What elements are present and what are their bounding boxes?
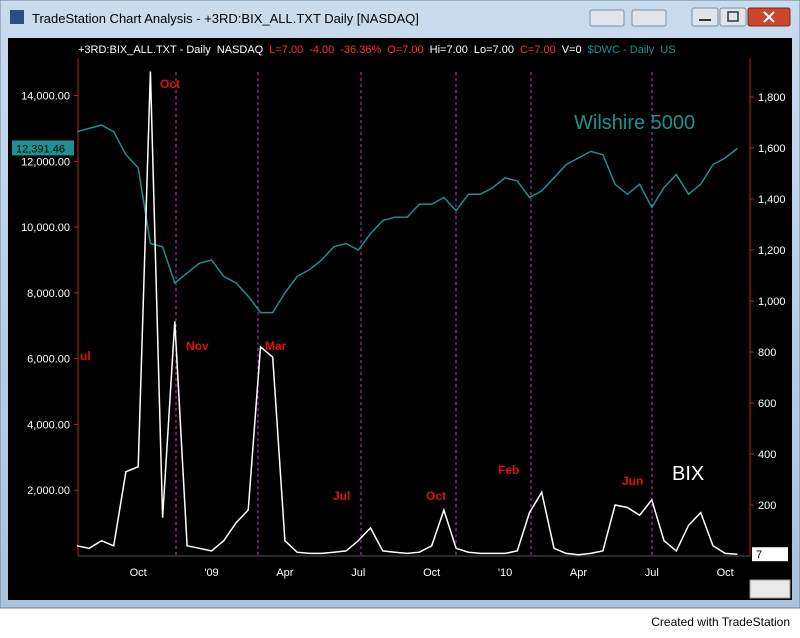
x-tick-label: Oct	[423, 567, 440, 579]
annotation: Nov	[186, 339, 209, 353]
annotation: Oct	[160, 77, 180, 91]
y2-tick-label: 1,800	[758, 92, 786, 104]
y-tick-label: 2,000.00	[27, 485, 70, 497]
last-value-box	[12, 140, 74, 156]
annotation: Oct	[426, 489, 446, 503]
x-tick-label: Jul	[645, 567, 659, 579]
info-item: Hi=7.00	[430, 44, 468, 56]
annotation: Feb	[498, 463, 519, 477]
info-item: Lo=7.00	[474, 44, 514, 56]
y2-tick-label: 1,000	[758, 296, 786, 308]
close-icon	[763, 11, 775, 23]
y2-tick-label: 200	[758, 500, 776, 512]
info-item: -36.36%	[340, 44, 381, 56]
info-item: US	[660, 44, 675, 56]
y2-tick-label: 1,400	[758, 194, 786, 206]
toolbar-button[interactable]	[631, 9, 667, 27]
series-name: Wilshire 5000	[574, 112, 695, 134]
maximize-icon	[727, 11, 739, 22]
series-name: BIX	[672, 463, 704, 485]
y-tick-label: 4,000.00	[27, 419, 70, 431]
y2-tick-label: 1,200	[758, 245, 786, 257]
info-item: +3RD:BIX_ALL.TXT - Daily	[78, 44, 211, 56]
y-tick-label: 10,000.00	[21, 222, 70, 234]
scrollbar[interactable]	[749, 579, 791, 599]
toolbar-button[interactable]	[589, 9, 625, 27]
info-item: L=7.00	[269, 44, 303, 56]
chart-area	[8, 38, 792, 600]
last-value: 7	[756, 549, 762, 561]
y-tick-label: 8,000.00	[27, 288, 70, 300]
series-line	[76, 71, 738, 556]
x-tick-label: Apr	[570, 567, 587, 579]
x-tick-label: Oct	[130, 567, 147, 579]
y-tick-label: 12,000.00	[21, 156, 70, 168]
footer: Created with TradeStation	[651, 615, 790, 629]
y-tick-label: 6,000.00	[27, 354, 70, 366]
info-item: C=7.00	[520, 44, 556, 56]
y2-tick-label: 1,600	[758, 143, 786, 155]
annotation: Jul	[333, 489, 350, 503]
x-tick-label: Jul	[351, 567, 365, 579]
annotation: Jun	[622, 474, 643, 488]
info-item: NASDAQ	[217, 44, 264, 56]
series-line	[76, 124, 738, 314]
annotation: ul	[80, 349, 91, 363]
annotation: Mar	[265, 339, 287, 353]
y-tick-label: 14,000.00	[21, 91, 70, 103]
y2-tick-label: 400	[758, 449, 776, 461]
minimize-button[interactable]	[691, 7, 719, 27]
y2-tick-label: 600	[758, 398, 776, 410]
maximize-button[interactable]	[719, 7, 747, 27]
info-item: -4.00	[309, 44, 334, 56]
x-tick-label: Oct	[717, 567, 734, 579]
x-tick-label: '10	[498, 567, 512, 579]
info-item: V=0	[562, 44, 582, 56]
window-title: TradeStation Chart Analysis - +3RD:BIX_A…	[32, 11, 419, 26]
x-tick-label: Apr	[276, 567, 293, 579]
last-value: 12,391.46	[16, 143, 65, 155]
info-item: O=7.00	[387, 44, 423, 56]
x-tick-label: '09	[204, 567, 218, 579]
y2-tick-label: 800	[758, 347, 776, 359]
app-icon	[10, 10, 24, 24]
info-item: $DWC - Daily	[588, 44, 655, 56]
last-value-box	[752, 547, 788, 562]
